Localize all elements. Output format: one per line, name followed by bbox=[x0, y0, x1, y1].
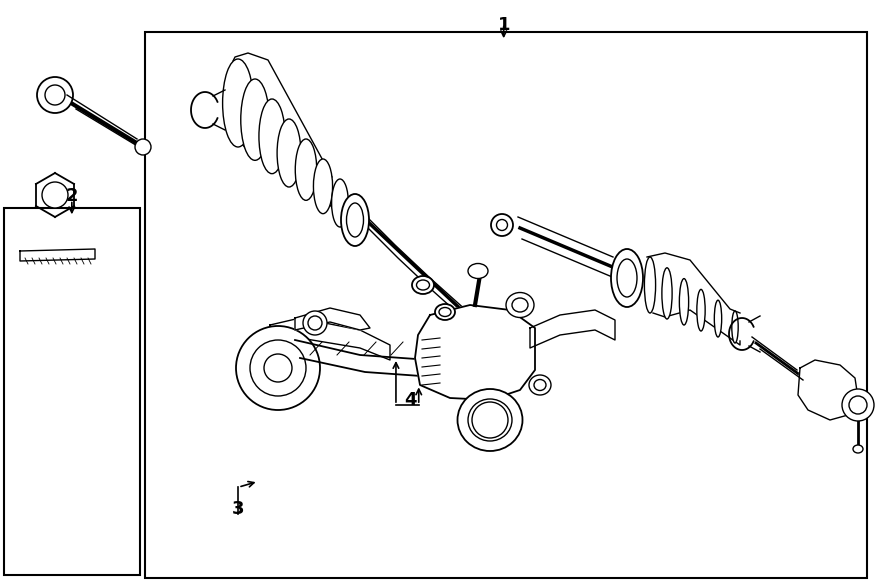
Ellipse shape bbox=[512, 298, 528, 312]
Ellipse shape bbox=[853, 445, 863, 453]
Polygon shape bbox=[530, 310, 615, 348]
Polygon shape bbox=[20, 249, 95, 261]
Ellipse shape bbox=[491, 214, 513, 236]
Ellipse shape bbox=[347, 203, 364, 237]
Ellipse shape bbox=[412, 276, 434, 294]
Ellipse shape bbox=[457, 389, 522, 451]
Polygon shape bbox=[295, 340, 530, 377]
Circle shape bbox=[250, 340, 306, 396]
Circle shape bbox=[849, 396, 867, 414]
Ellipse shape bbox=[617, 259, 637, 297]
Polygon shape bbox=[270, 318, 390, 360]
Circle shape bbox=[37, 77, 73, 113]
Ellipse shape bbox=[468, 264, 488, 278]
Ellipse shape bbox=[714, 300, 722, 337]
Ellipse shape bbox=[662, 268, 672, 319]
Ellipse shape bbox=[241, 79, 269, 160]
Circle shape bbox=[842, 389, 874, 421]
Ellipse shape bbox=[506, 292, 534, 318]
Bar bbox=[145, 32, 867, 578]
Ellipse shape bbox=[529, 375, 551, 395]
Ellipse shape bbox=[680, 279, 689, 325]
Ellipse shape bbox=[731, 311, 738, 343]
Text: 3: 3 bbox=[232, 500, 244, 518]
Text: 2: 2 bbox=[66, 187, 78, 205]
Ellipse shape bbox=[277, 119, 300, 187]
Text: 1: 1 bbox=[498, 16, 510, 33]
Ellipse shape bbox=[314, 159, 333, 214]
Ellipse shape bbox=[534, 380, 546, 390]
Ellipse shape bbox=[332, 179, 349, 227]
Circle shape bbox=[42, 182, 68, 208]
Ellipse shape bbox=[439, 308, 451, 316]
Circle shape bbox=[135, 139, 151, 155]
Bar bbox=[4, 208, 140, 575]
Ellipse shape bbox=[341, 194, 369, 246]
Circle shape bbox=[236, 326, 320, 410]
Circle shape bbox=[308, 316, 322, 330]
Ellipse shape bbox=[611, 249, 643, 307]
Ellipse shape bbox=[295, 139, 317, 200]
Circle shape bbox=[264, 354, 292, 382]
Polygon shape bbox=[415, 305, 535, 400]
Polygon shape bbox=[295, 308, 370, 330]
Ellipse shape bbox=[416, 280, 429, 290]
Ellipse shape bbox=[223, 59, 253, 147]
Circle shape bbox=[472, 402, 508, 438]
Ellipse shape bbox=[645, 257, 655, 313]
Circle shape bbox=[303, 311, 327, 335]
Circle shape bbox=[45, 85, 65, 105]
Text: 4: 4 bbox=[404, 391, 416, 409]
Polygon shape bbox=[798, 360, 858, 420]
Ellipse shape bbox=[259, 99, 285, 174]
Ellipse shape bbox=[497, 220, 507, 231]
Ellipse shape bbox=[435, 304, 455, 320]
Ellipse shape bbox=[696, 289, 705, 331]
Ellipse shape bbox=[468, 399, 512, 441]
